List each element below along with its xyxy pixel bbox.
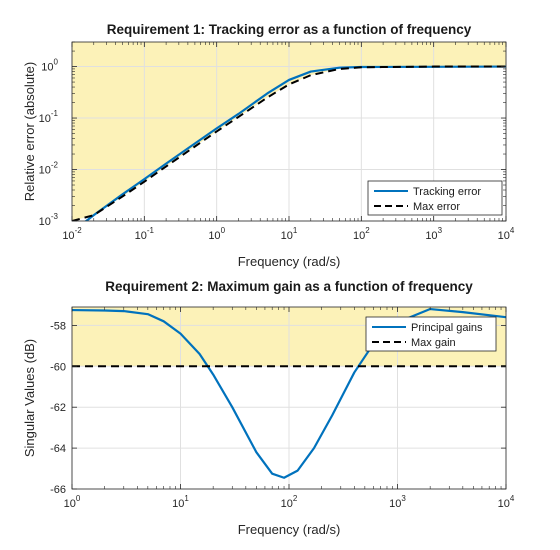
y-tick-exponent: -2: [51, 161, 59, 170]
x-tick-base: 10: [281, 498, 293, 510]
x-tick-label: 101: [172, 494, 189, 510]
x-tick-exponent: 1: [293, 226, 298, 235]
x-tick-exponent: 0: [76, 494, 81, 503]
legend-entry: Principal gains: [411, 322, 483, 334]
x-tick-label: 104: [498, 226, 515, 242]
y-axis-label: Singular Values (dB): [22, 339, 37, 457]
x-tick-base: 10: [389, 498, 401, 510]
x-tick-base: 10: [172, 498, 184, 510]
y-tick-label: -58: [50, 320, 66, 332]
chart-panel-1: 10-2 10-1 100 101 102 103 10410-310-210-1100Re…: [22, 22, 515, 269]
x-tick-exponent: 3: [401, 494, 406, 503]
y-tick-label: 10-2: [39, 161, 59, 177]
y-tick-label: -66: [50, 484, 66, 496]
x-tick-label: 104: [498, 494, 515, 510]
legend: Tracking error Max error: [367, 180, 503, 216]
chart-title: Requirement 1: Tracking error as a funct…: [107, 22, 472, 37]
x-tick-label: 102: [281, 494, 298, 510]
x-tick-exponent: -2: [75, 226, 83, 235]
x-tick-base: 10: [498, 230, 510, 242]
chart-panel-2: 100 101 102 103 104-58-60-62-64-66Requiremen…: [22, 279, 515, 537]
legend-box: [365, 316, 497, 352]
x-tick-exponent: 4: [510, 226, 515, 235]
x-axis-label: Frequency (rad/s): [238, 522, 341, 537]
violation-region: [72, 42, 506, 221]
y-tick-label: 10-3: [39, 212, 59, 228]
legend-box: [367, 180, 503, 216]
y-tick-label: 10-1: [39, 109, 59, 125]
legend-entry: Max error: [413, 201, 460, 213]
y-tick-label: -62: [50, 402, 66, 414]
x-tick-base: 10: [281, 230, 293, 242]
x-tick-label: 10-1: [135, 226, 155, 242]
x-tick-label: 100: [208, 226, 225, 242]
x-tick-exponent: 4: [510, 494, 515, 503]
y-tick-base: 10: [39, 113, 51, 125]
x-tick-exponent: 0: [221, 226, 226, 235]
x-tick-label: 10-2: [62, 226, 82, 242]
y-tick-label: -64: [50, 443, 66, 455]
x-tick-base: 10: [62, 230, 74, 242]
legend-entry: Tracking error: [413, 186, 481, 198]
y-tick-exponent: -3: [51, 212, 59, 221]
y-axis-label: Relative error (absolute): [22, 62, 37, 201]
x-tick-exponent: 2: [293, 494, 298, 503]
x-tick-base: 10: [353, 230, 365, 242]
x-tick-label: 102: [353, 226, 370, 242]
chart-title: Requirement 2: Maximum gain as a functio…: [105, 279, 473, 294]
x-tick-label: 103: [389, 494, 406, 510]
x-tick-exponent: 2: [365, 226, 370, 235]
x-tick-exponent: 3: [438, 226, 443, 235]
x-tick-exponent: -1: [147, 226, 155, 235]
y-tick-base: 10: [39, 165, 51, 177]
x-tick-base: 10: [135, 230, 147, 242]
legend-entry: Max gain: [411, 337, 456, 349]
x-tick-label: 101: [281, 226, 298, 242]
x-tick-base: 10: [64, 498, 76, 510]
x-tick-base: 10: [208, 230, 220, 242]
y-tick-base: 10: [41, 62, 53, 74]
legend: Principal gains Max gain: [365, 316, 497, 352]
x-axis-label: Frequency (rad/s): [238, 254, 341, 269]
y-tick-exponent: -1: [51, 109, 59, 118]
x-tick-exponent: 1: [184, 494, 189, 503]
x-tick-base: 10: [425, 230, 437, 242]
series-line-bound: [72, 65, 506, 221]
x-tick-base: 10: [498, 498, 510, 510]
y-tick-base: 10: [39, 216, 51, 228]
y-tick-label: -60: [50, 361, 66, 373]
x-tick-label: 103: [425, 226, 442, 242]
y-tick-label: 100: [41, 58, 58, 74]
y-tick-exponent: 0: [54, 58, 59, 67]
x-tick-label: 100: [64, 494, 81, 510]
